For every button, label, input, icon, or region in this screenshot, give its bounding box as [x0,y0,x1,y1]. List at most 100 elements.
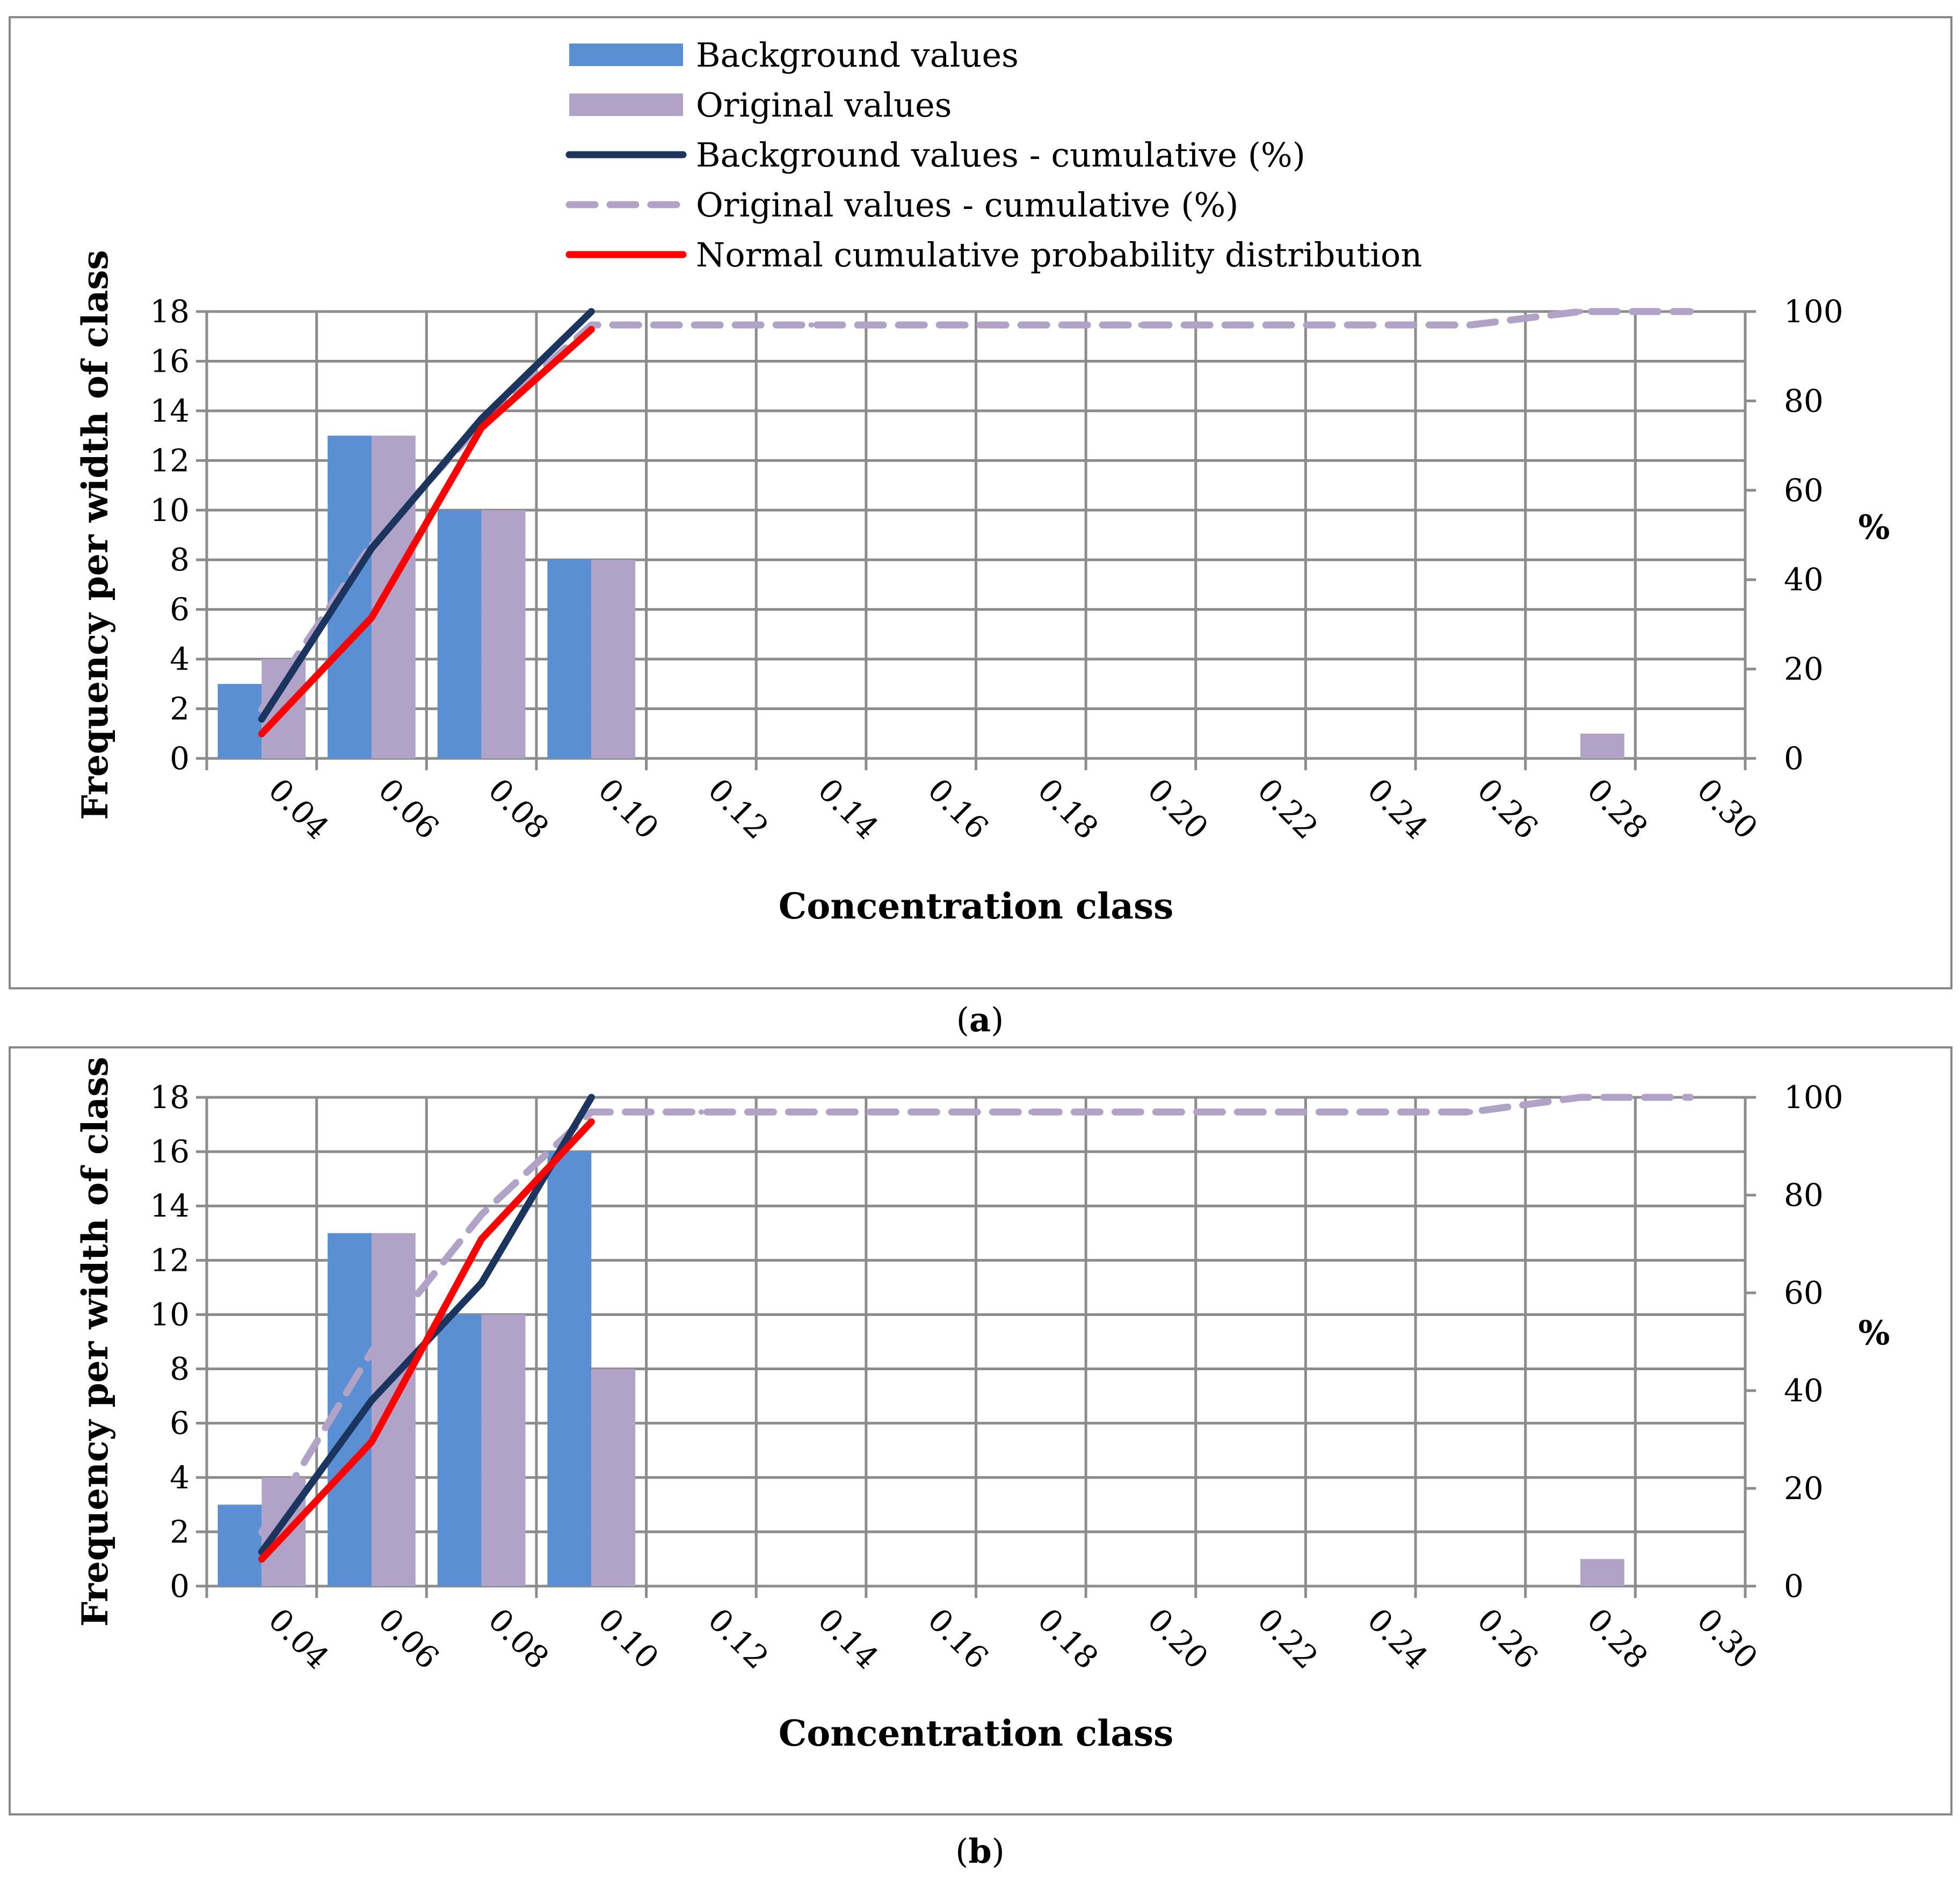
y2-axis-title: % [1859,1313,1890,1352]
bar-original [1580,1559,1624,1586]
bar-background [437,510,482,758]
background-cumulative-line-point [589,1095,594,1100]
y-tick-label: 2 [170,691,190,727]
legend-label-1: Background values [696,35,1019,75]
background-cumulative-line-point [368,545,374,551]
x-tick-label: 0.04 [262,771,336,846]
bar-original [481,510,526,758]
original-cumulative-line-point [698,1109,704,1115]
background-cumulative-line-point [589,309,594,314]
original-cumulative-line-point [1028,1109,1034,1115]
x-tick-label: 0.16 [921,1601,996,1676]
y-tick-label: 6 [170,1405,190,1442]
x-tick-label: 0.22 [1251,771,1325,846]
original-cumulative-line-point [1687,309,1693,314]
original-cumulative-line-point [918,1109,924,1115]
original-cumulative-line-point [808,1109,814,1115]
background-cumulative-line-point [478,1280,484,1286]
original-cumulative-line-point [1578,1095,1584,1100]
grid-b [196,1096,1756,1598]
y-tick-label: 0 [170,740,190,777]
y2-tick-label: 80 [1784,1177,1824,1213]
legend: Background values Original values Backgrou… [565,35,1422,274]
x-tick-label: 0.26 [1470,771,1545,846]
y2-tick-label: 20 [1784,651,1824,688]
original-cumulative-line [258,1094,1694,1536]
y-tick-label: 8 [170,1351,190,1387]
y2-tick-label: 20 [1784,1470,1824,1507]
background-cumulative-line [258,308,595,723]
x-tick-label: 0.04 [262,1601,336,1676]
original-cumulative-line-point [368,1349,374,1355]
y-tick-label: 0 [170,1568,190,1604]
x-tick-label: 0.06 [371,771,446,846]
y2-tick-label: 0 [1784,1568,1804,1604]
legend-label-3: Background values - cumulative (%) [696,135,1305,175]
y2-axis-title: % [1859,508,1890,547]
x-axis-title: Concentration class [779,1712,1174,1754]
grid-a [196,310,1756,770]
x-tick-label: 0.26 [1470,1601,1545,1676]
y-axis-title: Frequency per width of class [74,1057,116,1626]
normal-cumulative-line-point [368,1439,374,1445]
x-tick-label: 0.10 [591,1601,666,1676]
original-cumulative-line-point [259,1529,265,1535]
original-cumulative-line-point [1138,1109,1144,1115]
y-tick-label: 14 [150,1188,190,1224]
normal-cumulative-line-point [259,1556,265,1562]
x-tick-label: 0.18 [1030,1601,1105,1676]
x-tick-label: 0.08 [481,771,556,846]
normal-cumulative-line-point [478,1236,484,1242]
original-cumulative-line-point [1358,322,1363,328]
x-tick-label: 0.16 [921,771,996,846]
y2-tick-label: 0 [1784,740,1804,777]
x-tick-label: 0.24 [1360,771,1435,846]
bar-original [591,560,636,758]
original-cumulative-line-point [918,322,924,328]
original-cumulative-line-point [1248,1109,1254,1115]
original-cumulative-line-point [1028,322,1034,328]
x-tick-label: 0.20 [1141,1601,1215,1676]
chart-a: 0 2 4 6 8 10 12 14 16 18 0 20 40 60 80 100 0.04 0.06 0.08 0… [74,250,1890,927]
normal-cumulative-line-point [589,1119,594,1125]
background-cumulative-line-point [478,416,484,422]
y-tick-label: 6 [170,591,190,628]
bar-original [371,1233,416,1586]
original-cumulative-line-point [1578,309,1584,314]
bar-background [437,1314,482,1586]
y-tick-label: 4 [170,641,190,677]
y-tick-label: 8 [170,541,190,578]
y2-tick-label: 100 [1784,1079,1843,1116]
original-cumulative-line-point [1248,322,1254,328]
y2-tick-label: 40 [1784,1372,1824,1409]
original-cumulative-line-point [1468,322,1473,328]
original-cumulative-line-point [1687,1095,1693,1100]
panel-caption-a: (a) [956,1000,1004,1039]
normal-cumulative-line [258,325,595,737]
bar-background [547,1152,592,1586]
y-axis-title: Frequency per width of class [74,250,116,820]
x-tick-label: 0.28 [1580,1601,1654,1676]
y-tick-label: 16 [150,1133,190,1170]
x-axis-title: Concentration class [779,885,1174,927]
bar-background [217,684,262,758]
x-tick-label: 0.30 [1690,1601,1765,1676]
y-tick-label: 12 [150,442,190,479]
y-tick-label: 16 [150,343,190,379]
x-tick-label: 0.14 [811,1601,885,1676]
y-tick-label: 18 [150,293,190,330]
normal-cumulative-line [258,1118,595,1563]
original-cumulative-line-point [1468,1109,1473,1115]
legend-label-5: Normal cumulative probability distributi… [696,235,1422,274]
legend-label-2: Original values [696,85,952,125]
x-tick-label: 0.22 [1251,1601,1325,1676]
x-tick-label: 0.12 [701,1601,775,1676]
y-tick-label: 18 [150,1079,190,1116]
y2-tick-label: 40 [1784,561,1824,598]
y-tick-label: 2 [170,1514,190,1550]
y-tick-label: 14 [150,393,190,429]
y2-tick-label: 60 [1784,472,1824,509]
background-cumulative-line-point [259,716,265,722]
bar-original [481,1314,526,1586]
y-tick-label: 12 [150,1242,190,1278]
